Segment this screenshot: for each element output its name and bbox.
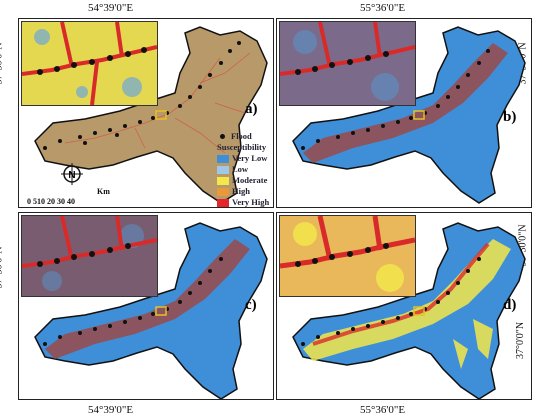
inset-map-a — [21, 21, 158, 106]
flood-dot-icon — [220, 134, 225, 139]
panel-b-label: b) — [503, 109, 517, 125]
legend-very-high: Very High — [217, 197, 269, 207]
scale-unit: Km — [97, 187, 110, 196]
top-right-longitude: 55°36'0"E — [360, 2, 406, 14]
svg-text:N: N — [68, 170, 75, 181]
panel-a-label: a) — [245, 101, 258, 117]
lat-lower-left-top: 37°0'0"N — [0, 136, 3, 175]
inset-map-c — [21, 215, 158, 297]
map-a-svg — [34, 26, 268, 204]
scale-ticks: 0 510 20 30 40 — [27, 197, 75, 206]
top-left-longitude: 54°39'0"E — [88, 2, 134, 14]
map-panel-c: c) — [18, 212, 274, 400]
lat-upper-left-top: 37°30'0"N — [0, 42, 5, 85]
legend-flood: Flood — [217, 131, 269, 142]
inset-map-d — [279, 215, 416, 297]
legend: Flood Susceptibility Very Low Low Modera… — [217, 131, 269, 207]
legend-title: Susceptibility — [217, 142, 267, 152]
map-c-svg — [34, 222, 268, 399]
legend-high: High — [217, 186, 269, 197]
lat-lower-left-bottom: 37°0'0"N — [0, 321, 3, 360]
panel-d-label: d) — [503, 297, 517, 313]
map-d-svg — [292, 222, 526, 399]
lat-upper-left-bottom: 37°30'0"N — [0, 246, 5, 289]
map-panel-b: b) — [276, 18, 532, 208]
legend-very-low: Very Low — [217, 153, 269, 164]
north-arrow-icon: N — [61, 163, 83, 185]
bottom-left-longitude: 54°39'0"E — [88, 404, 134, 416]
map-panel-a: a) Flood Susceptibility Very Low Low Mod… — [18, 18, 274, 208]
map-panel-d: d) — [276, 212, 532, 400]
inset-map-b — [279, 21, 416, 106]
map-b-svg — [292, 26, 526, 204]
legend-moderate: Moderate — [217, 175, 269, 186]
legend-low: Low — [217, 164, 269, 175]
panel-c-label: c) — [245, 297, 257, 313]
bottom-right-longitude: 55°36'0"E — [360, 404, 406, 416]
